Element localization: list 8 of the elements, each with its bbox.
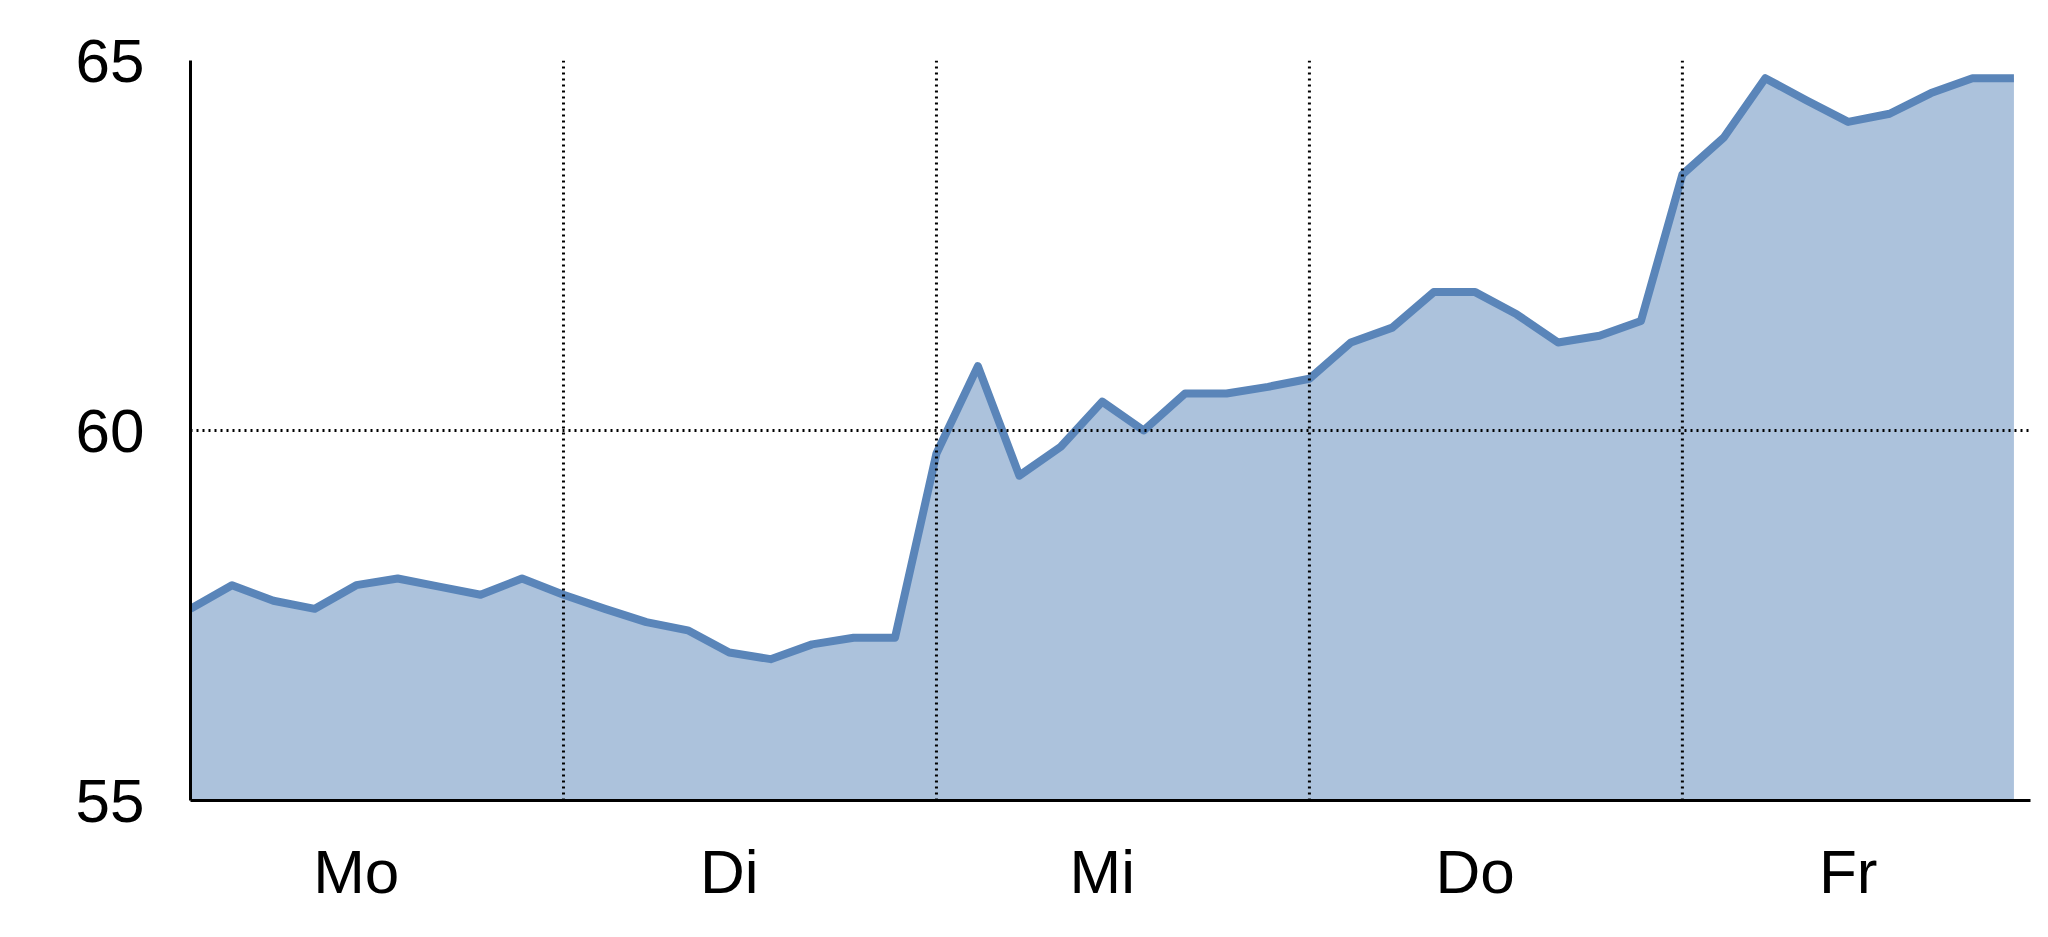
x-tick-label: Mi [1069,836,1135,906]
x-tick-label: Mo [313,836,400,906]
y-tick-label: 65 [75,25,145,95]
x-tick-label: Fr [1818,836,1878,906]
y-tick-label: 55 [75,765,145,835]
y-tick-label: 60 [75,395,145,465]
x-tick-label: Do [1435,836,1515,906]
x-tick-label: Di [699,836,759,906]
